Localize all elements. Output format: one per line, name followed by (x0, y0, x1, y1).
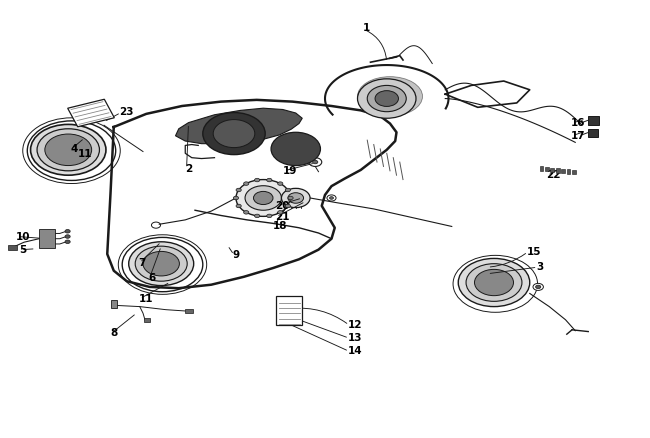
Text: 11: 11 (138, 294, 153, 304)
Circle shape (536, 285, 541, 289)
Text: 14: 14 (348, 346, 363, 356)
Bar (144, 318, 150, 322)
Bar (567, 170, 571, 174)
Circle shape (278, 182, 283, 185)
Bar (561, 169, 565, 173)
Text: 8: 8 (111, 328, 118, 338)
Bar (551, 168, 554, 172)
Circle shape (135, 246, 187, 281)
Ellipse shape (358, 77, 423, 116)
Text: 23: 23 (119, 107, 133, 117)
Circle shape (45, 134, 92, 166)
Circle shape (466, 264, 522, 301)
Circle shape (375, 91, 398, 106)
Circle shape (37, 129, 99, 171)
Bar (540, 166, 543, 171)
Circle shape (255, 178, 260, 182)
Circle shape (254, 191, 273, 205)
Text: 10: 10 (16, 232, 31, 241)
Text: 4: 4 (70, 144, 77, 154)
Text: 7: 7 (138, 258, 146, 268)
Circle shape (244, 211, 249, 214)
Bar (111, 300, 117, 308)
Circle shape (236, 188, 241, 192)
Text: 18: 18 (273, 221, 287, 230)
Bar (39, 229, 55, 248)
Circle shape (358, 79, 416, 118)
Circle shape (244, 182, 249, 185)
Circle shape (143, 251, 179, 276)
Circle shape (65, 235, 70, 238)
Circle shape (245, 186, 281, 210)
Circle shape (203, 113, 265, 155)
Text: 3: 3 (536, 262, 543, 272)
Text: 1: 1 (363, 24, 370, 33)
Bar (588, 129, 598, 137)
Circle shape (285, 204, 291, 208)
Text: 5: 5 (20, 245, 27, 254)
Circle shape (266, 178, 272, 182)
Circle shape (309, 158, 322, 166)
Text: 21: 21 (275, 212, 289, 222)
Circle shape (255, 214, 260, 218)
Circle shape (65, 240, 70, 244)
Circle shape (278, 211, 283, 214)
Circle shape (236, 180, 291, 216)
Circle shape (288, 193, 304, 203)
Text: 9: 9 (233, 250, 240, 260)
Circle shape (266, 214, 272, 218)
Circle shape (233, 196, 239, 200)
Text: 19: 19 (283, 166, 297, 176)
Text: 16: 16 (571, 118, 585, 127)
Circle shape (236, 204, 241, 208)
Text: 17: 17 (571, 131, 586, 141)
Circle shape (288, 196, 293, 200)
Text: 11: 11 (78, 149, 92, 159)
Bar (185, 309, 193, 313)
Circle shape (327, 195, 336, 201)
Text: 15: 15 (526, 247, 541, 257)
Text: 22: 22 (546, 170, 560, 180)
Bar (588, 116, 599, 125)
Text: 12: 12 (348, 320, 362, 330)
Circle shape (458, 258, 530, 307)
Circle shape (474, 269, 514, 296)
Circle shape (213, 120, 255, 148)
Polygon shape (68, 99, 114, 127)
Circle shape (31, 124, 106, 175)
Bar (8, 245, 17, 250)
Circle shape (271, 132, 320, 166)
Bar (276, 296, 302, 325)
Bar (572, 170, 576, 174)
Circle shape (313, 160, 318, 164)
Text: 20: 20 (275, 201, 289, 211)
Bar (556, 168, 560, 173)
Text: 13: 13 (348, 333, 362, 343)
Polygon shape (176, 108, 302, 144)
Bar (545, 167, 549, 171)
Circle shape (65, 230, 70, 233)
Circle shape (533, 283, 543, 290)
Circle shape (129, 242, 194, 286)
Circle shape (330, 197, 333, 199)
Text: 6: 6 (148, 273, 155, 283)
Circle shape (281, 188, 310, 208)
Text: 2: 2 (185, 164, 192, 173)
Circle shape (367, 85, 406, 112)
Circle shape (285, 188, 291, 192)
